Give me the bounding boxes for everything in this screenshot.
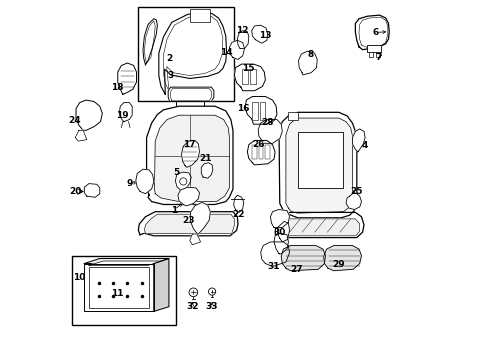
Text: 5: 5 — [173, 168, 180, 177]
Text: 22: 22 — [232, 210, 244, 219]
Bar — [72, 256, 176, 325]
Circle shape — [179, 178, 186, 185]
Polygon shape — [175, 172, 191, 190]
Polygon shape — [229, 40, 244, 59]
Polygon shape — [275, 212, 363, 238]
Text: 3: 3 — [167, 71, 173, 80]
Text: 27: 27 — [290, 265, 303, 274]
Polygon shape — [181, 140, 199, 167]
Text: 6: 6 — [372, 28, 378, 37]
Text: 19: 19 — [116, 111, 128, 120]
Polygon shape — [84, 184, 100, 197]
Bar — [189, 9, 209, 22]
Circle shape — [189, 288, 197, 297]
Polygon shape — [279, 112, 356, 218]
Polygon shape — [178, 187, 199, 206]
Text: 18: 18 — [111, 83, 124, 91]
Text: 17: 17 — [183, 140, 196, 149]
Polygon shape — [285, 118, 352, 213]
Text: 4: 4 — [361, 141, 367, 150]
Polygon shape — [244, 96, 276, 124]
Text: 11: 11 — [111, 289, 124, 298]
Polygon shape — [189, 234, 200, 245]
Polygon shape — [277, 221, 289, 242]
Polygon shape — [84, 264, 153, 311]
Text: 30: 30 — [273, 228, 285, 237]
Polygon shape — [75, 130, 87, 141]
Bar — [259, 102, 264, 120]
Bar — [138, 7, 233, 101]
Bar — [375, 52, 380, 57]
Text: 15: 15 — [242, 64, 254, 73]
Bar — [265, 145, 269, 159]
Text: 12: 12 — [236, 26, 248, 35]
Text: 26: 26 — [252, 140, 264, 149]
Bar — [252, 145, 256, 159]
Polygon shape — [76, 100, 102, 130]
Polygon shape — [136, 169, 153, 194]
Bar — [249, 69, 256, 84]
Text: 7: 7 — [375, 53, 381, 62]
Polygon shape — [258, 120, 282, 143]
Polygon shape — [355, 15, 388, 50]
Polygon shape — [233, 195, 244, 212]
Polygon shape — [144, 214, 234, 233]
Polygon shape — [270, 210, 289, 228]
Polygon shape — [298, 51, 317, 75]
Bar — [241, 69, 247, 84]
Polygon shape — [84, 258, 168, 264]
Polygon shape — [153, 258, 168, 311]
Bar — [252, 102, 257, 120]
Polygon shape — [280, 219, 359, 236]
Text: 14: 14 — [220, 48, 232, 57]
Polygon shape — [260, 242, 289, 266]
Polygon shape — [247, 140, 275, 165]
Polygon shape — [119, 103, 132, 122]
Text: 16: 16 — [236, 104, 249, 113]
Polygon shape — [190, 202, 210, 234]
Polygon shape — [346, 194, 361, 210]
Bar — [258, 145, 263, 159]
Polygon shape — [323, 246, 361, 271]
Text: 33: 33 — [204, 302, 217, 311]
Polygon shape — [273, 233, 288, 254]
Text: 29: 29 — [332, 260, 345, 269]
Polygon shape — [89, 261, 162, 265]
Text: 8: 8 — [306, 50, 313, 59]
Polygon shape — [251, 25, 267, 43]
Polygon shape — [281, 246, 325, 271]
Text: 20: 20 — [69, 187, 81, 196]
Polygon shape — [201, 163, 212, 178]
Bar — [368, 52, 372, 57]
Bar — [288, 112, 298, 120]
Text: 1: 1 — [171, 206, 177, 215]
Text: 23: 23 — [182, 216, 195, 225]
Text: 25: 25 — [350, 187, 362, 196]
Polygon shape — [352, 129, 365, 152]
Text: 13: 13 — [259, 31, 271, 40]
Polygon shape — [142, 19, 157, 65]
Text: 2: 2 — [166, 54, 172, 63]
Text: 10: 10 — [73, 273, 85, 282]
Polygon shape — [234, 64, 265, 91]
Text: 24: 24 — [68, 116, 81, 125]
Bar — [89, 267, 149, 308]
Bar — [297, 132, 342, 188]
Polygon shape — [138, 212, 238, 236]
Text: 28: 28 — [261, 118, 274, 127]
Polygon shape — [118, 63, 136, 94]
Bar — [366, 45, 381, 52]
Polygon shape — [237, 31, 248, 49]
Text: 21: 21 — [199, 154, 211, 163]
Text: 32: 32 — [185, 302, 198, 311]
Polygon shape — [159, 12, 226, 94]
Polygon shape — [168, 87, 213, 102]
Text: 31: 31 — [267, 262, 280, 271]
Circle shape — [208, 288, 215, 295]
Text: 9: 9 — [126, 179, 132, 188]
Polygon shape — [154, 115, 229, 202]
Polygon shape — [146, 106, 232, 204]
